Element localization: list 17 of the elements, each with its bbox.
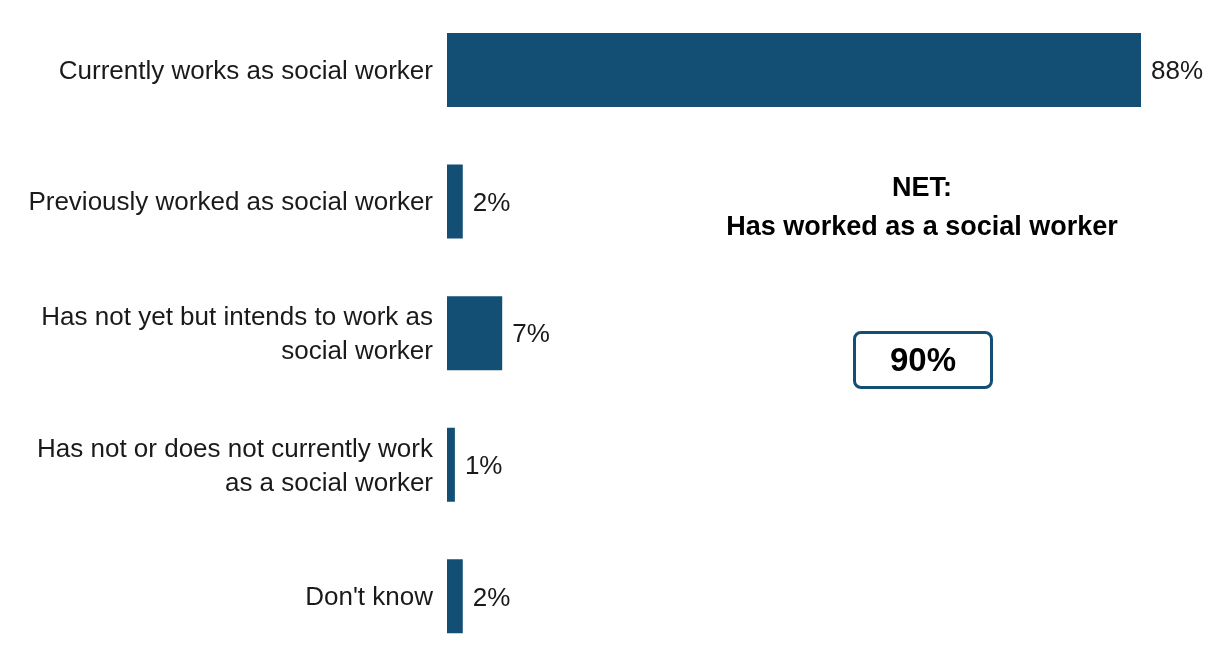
bar	[447, 559, 463, 634]
bar	[447, 164, 463, 239]
rounded-frame: 90%	[853, 331, 993, 389]
data-label: 2%	[472, 186, 511, 217]
y-tick-label: Has not or does not currently work as a social worker	[37, 432, 434, 497]
data-label: 88%	[1151, 55, 1204, 86]
data-label: 7%	[512, 318, 550, 349]
data-label: 2%	[472, 581, 511, 612]
y-tick-label: Has not yet but intends to work as social worker	[41, 301, 434, 365]
bar	[447, 32, 1141, 107]
y-tick-label: Currently works as social worker	[58, 54, 434, 85]
bar	[447, 296, 503, 371]
data-label: 1%	[464, 449, 503, 480]
y-tick-label: Previously worked as social worker	[28, 186, 434, 217]
y-tick-label: Don't know	[305, 581, 434, 612]
bar	[447, 427, 455, 502]
annotation: NET: Has worked as a social worker	[725, 171, 1119, 243]
